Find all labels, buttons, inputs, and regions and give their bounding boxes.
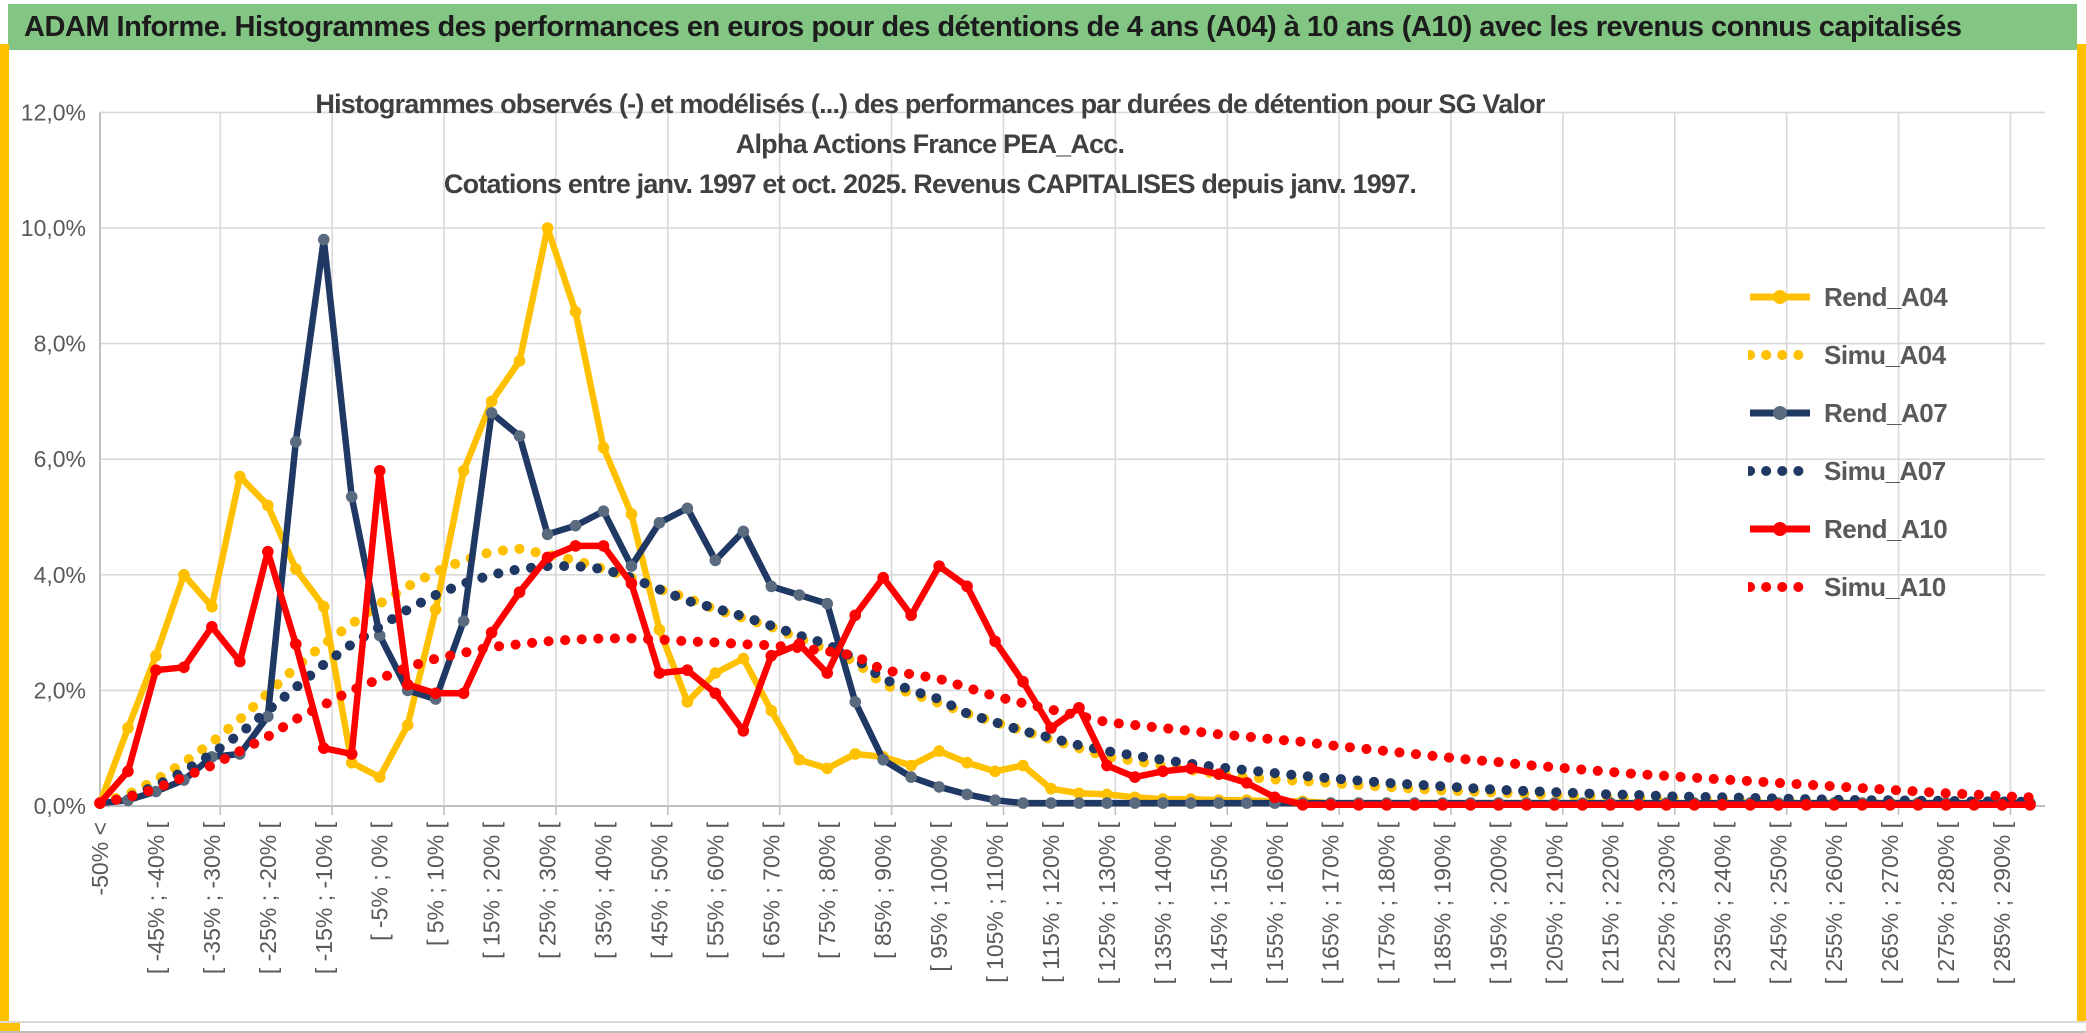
legend-label: Rend_A04 <box>1824 281 1948 312</box>
chart-area: 0,0% 2,0% 4,0% 6,0% 8,0% 10,0% 12,0% -50% < [ -4… <box>10 56 2077 1016</box>
svg-text:[ -5% ; 0% [: [ -5% ; 0% [ <box>367 821 393 940</box>
svg-text:2,0%: 2,0% <box>34 677 86 703</box>
svg-text:[ 135% ; 140% [: [ 135% ; 140% [ <box>1150 821 1176 984</box>
svg-text:[ 195% ; 200% [: [ 195% ; 200% [ <box>1486 821 1512 984</box>
svg-text:[ -25% ; -20% [: [ -25% ; -20% [ <box>255 821 281 974</box>
legend-swatch-icon <box>1750 522 1810 536</box>
legend-label: Simu_A04 <box>1824 339 1946 370</box>
legend-label: Rend_A10 <box>1824 513 1948 544</box>
svg-text:[ 115% ; 120% [: [ 115% ; 120% [ <box>1038 821 1064 982</box>
svg-text:[ -15% ; -10% [: [ -15% ; -10% [ <box>311 821 337 974</box>
page-border-right <box>2077 44 2086 1022</box>
svg-text:[ 75% ; 80% [: [ 75% ; 80% [ <box>814 821 840 958</box>
svg-text:[ 15% ; 20% [: [ 15% ; 20% [ <box>479 821 505 958</box>
svg-text:10,0%: 10,0% <box>21 215 86 241</box>
svg-text:[ 255% ; 260% [: [ 255% ; 260% [ <box>1821 821 1847 984</box>
svg-text:12,0%: 12,0% <box>21 99 86 125</box>
bottom-divider <box>0 1021 2086 1023</box>
bottom-corner-accent <box>0 1023 20 1032</box>
svg-text:[ 215% ; 220% [: [ 215% ; 220% [ <box>1597 821 1623 984</box>
legend-item-rend-a07: Rend_A07 <box>1748 384 1948 442</box>
svg-text:[ 55% ; 60% [: [ 55% ; 60% [ <box>702 821 728 958</box>
svg-text:[ 175% ; 180% [: [ 175% ; 180% [ <box>1374 821 1400 984</box>
svg-text:[ 265% ; 270% [: [ 265% ; 270% [ <box>1877 821 1903 984</box>
legend-item-simu-a07: Simu_A07 <box>1748 442 1947 500</box>
legend-item-simu-a10: Simu_A10 <box>1748 558 1947 616</box>
page-border-left <box>0 44 9 1022</box>
legend-swatch-icon <box>1750 406 1810 420</box>
svg-text:[ 125% ; 130% [: [ 125% ; 130% [ <box>1094 821 1120 984</box>
legend-swatch-icon <box>1750 290 1810 304</box>
svg-text:[ 35% ; 40% [: [ 35% ; 40% [ <box>590 821 616 958</box>
chart-title: Histogrammes observés (-) et modélisés (… <box>310 84 1550 204</box>
svg-text:[ 155% ; 160% [: [ 155% ; 160% [ <box>1262 821 1288 984</box>
svg-text:4,0%: 4,0% <box>34 562 86 588</box>
legend-label: Simu_A10 <box>1824 571 1946 602</box>
svg-text:0,0%: 0,0% <box>34 793 86 819</box>
svg-text:[ 65% ; 70% [: [ 65% ; 70% [ <box>758 821 784 958</box>
svg-text:[ 285% ; 290% [: [ 285% ; 290% [ <box>1989 821 2015 984</box>
bottom-edge-line <box>0 1031 2086 1033</box>
svg-text:[ 165% ; 170% [: [ 165% ; 170% [ <box>1318 821 1344 984</box>
legend-item-rend-a04: Rend_A04 <box>1748 268 1948 326</box>
svg-text:[ 105% ; 110% [: [ 105% ; 110% [ <box>982 821 1008 982</box>
legend-swatch-icon <box>1748 350 1812 360</box>
svg-text:[ -45% ; -40% [: [ -45% ; -40% [ <box>143 821 169 974</box>
legend-swatch-icon <box>1748 466 1812 476</box>
legend-swatch-icon <box>1748 582 1812 592</box>
chart-title-line-2: Cotations entre janv. 1997 et oct. 2025.… <box>443 169 1417 199</box>
svg-text:[ 245% ; 250% [: [ 245% ; 250% [ <box>1765 821 1791 984</box>
svg-text:[ 185% ; 190% [: [ 185% ; 190% [ <box>1430 821 1456 984</box>
svg-text:[ 45% ; 50% [: [ 45% ; 50% [ <box>646 821 672 958</box>
svg-text:[ 145% ; 150% [: [ 145% ; 150% [ <box>1206 821 1232 984</box>
svg-text:[ 25% ; 30% [: [ 25% ; 30% [ <box>535 821 561 958</box>
legend-item-rend-a10: Rend_A10 <box>1748 500 1948 558</box>
legend-label: Simu_A07 <box>1824 455 1946 486</box>
chart-legend: Rend_A04 Simu_A04 Rend_A07 Simu_A07 Rend… <box>1748 268 1948 616</box>
svg-text:-50% <: -50% < <box>87 822 113 896</box>
svg-text:[ 85% ; 90% [: [ 85% ; 90% [ <box>870 821 896 958</box>
performance-histogram-chart: 0,0% 2,0% 4,0% 6,0% 8,0% 10,0% 12,0% -50% < [ -4… <box>21 99 2045 984</box>
svg-text:[ 275% ; 280% [: [ 275% ; 280% [ <box>1933 821 1959 984</box>
svg-text:[ 95% ; 100% [: [ 95% ; 100% [ <box>926 821 952 971</box>
svg-text:[ 225% ; 230% [: [ 225% ; 230% [ <box>1653 821 1679 984</box>
legend-item-simu-a04: Simu_A04 <box>1748 326 1947 384</box>
header-title: ADAM Informe. Histogrammes des performan… <box>24 10 1962 43</box>
svg-text:[ 5% ; 10% [: [ 5% ; 10% [ <box>423 821 449 946</box>
chart-title-line-1: Histogrammes observés (-) et modélisés (… <box>315 89 1545 159</box>
svg-text:[ 205% ; 210% [: [ 205% ; 210% [ <box>1541 821 1567 984</box>
legend-label: Rend_A07 <box>1824 397 1948 428</box>
svg-text:[ -35% ; -30% [: [ -35% ; -30% [ <box>199 821 225 974</box>
header-bar: ADAM Informe. Histogrammes des performan… <box>8 4 2077 50</box>
svg-text:[ 235% ; 240% [: [ 235% ; 240% [ <box>1709 821 1735 984</box>
svg-text:6,0%: 6,0% <box>34 446 86 472</box>
svg-text:8,0%: 8,0% <box>34 331 86 357</box>
